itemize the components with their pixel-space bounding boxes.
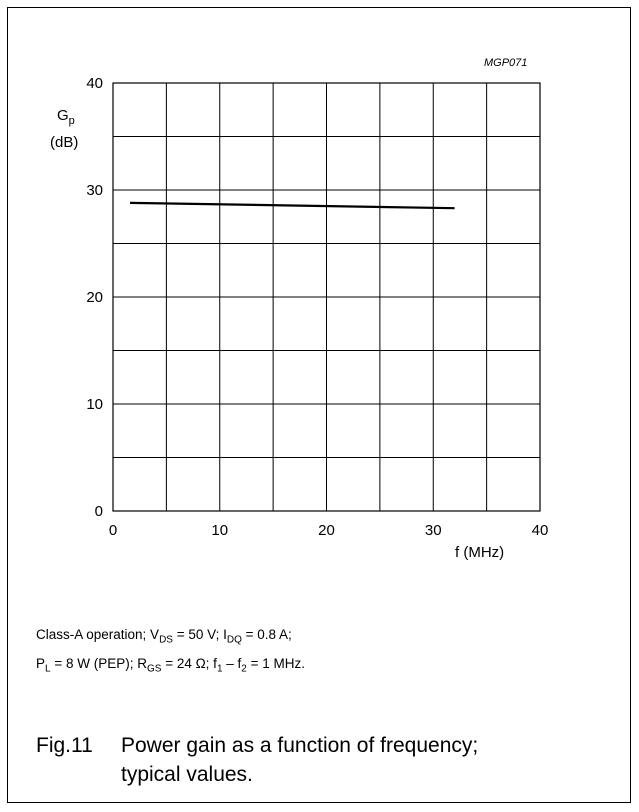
figure-caption: Fig.11 Power gain as a function of freque… bbox=[36, 731, 478, 789]
x-tick-label: 20 bbox=[318, 522, 335, 539]
x-axis-label: f (MHz) bbox=[455, 544, 505, 561]
y-tick-label: 30 bbox=[86, 182, 103, 199]
figure-number: Fig.11 bbox=[36, 734, 93, 757]
x-tick-label: 0 bbox=[109, 522, 117, 539]
figure-reference: MGP071 bbox=[484, 57, 528, 69]
y-tick-label: 20 bbox=[86, 289, 103, 306]
y-axis-unit: (dB) bbox=[50, 134, 79, 151]
conditions-line-1: Class-A operation; VDS = 50 V; IDQ = 0.8… bbox=[36, 627, 292, 646]
plot-area-border bbox=[112, 82, 541, 512]
caption-text-1: Power gain as a function of frequency; bbox=[121, 734, 479, 757]
conditions-line-2: PL = 8 W (PEP); RGS = 24 Ω; f1 – f2 = 1 … bbox=[36, 656, 305, 675]
caption-text-2: typical values. bbox=[121, 763, 253, 786]
figure-frame bbox=[7, 7, 631, 803]
x-tick-label: 40 bbox=[532, 522, 549, 539]
y-tick-label: 0 bbox=[95, 503, 103, 520]
y-axis-label: Gp bbox=[57, 107, 75, 127]
y-tick-label: 40 bbox=[86, 75, 103, 92]
y-tick-label: 10 bbox=[86, 396, 103, 413]
x-tick-label: 10 bbox=[211, 522, 228, 539]
power-gain-curve bbox=[130, 201, 455, 210]
x-tick-label: 30 bbox=[425, 522, 442, 539]
